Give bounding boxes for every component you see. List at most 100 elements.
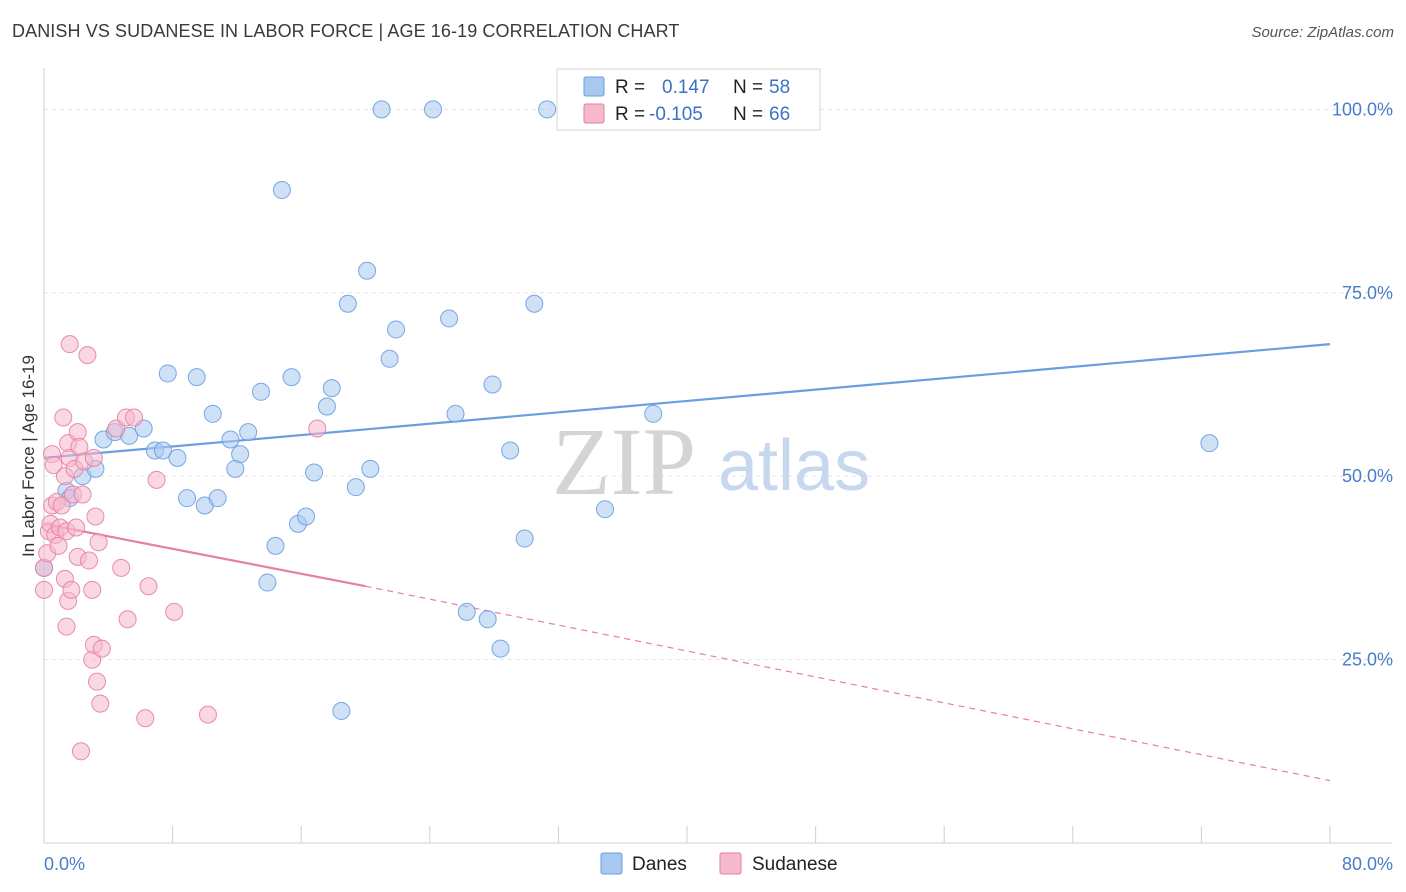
point-sudanese: [308, 419, 327, 438]
point-danes: [358, 261, 377, 280]
point-sudanese: [35, 580, 53, 599]
point-danes: [440, 309, 459, 328]
point-sudanese: [60, 335, 79, 354]
point-danes: [282, 368, 301, 387]
point-danes: [380, 349, 399, 368]
legend-r-value-danes: 0.147: [662, 77, 710, 98]
point-sudanese: [198, 705, 217, 724]
point-danes: [538, 100, 557, 119]
point-sudanese: [89, 533, 108, 552]
point-sudanese: [86, 507, 105, 526]
point-sudanese: [71, 742, 90, 761]
point-danes: [153, 441, 172, 460]
point-danes: [187, 368, 206, 387]
point-sudanese: [73, 485, 92, 504]
point-danes: [221, 430, 240, 449]
point-sudanese: [112, 558, 131, 577]
point-danes: [258, 573, 277, 592]
point-danes: [239, 423, 258, 442]
point-danes: [252, 382, 271, 401]
point-danes: [346, 478, 365, 497]
point-danes: [525, 294, 544, 313]
point-danes: [387, 320, 406, 339]
point-danes: [317, 397, 336, 416]
point-sudanese: [52, 496, 71, 515]
watermark-zip: ZIP: [552, 408, 696, 515]
point-sudanese: [118, 610, 137, 629]
legend-n-label: N =: [733, 104, 763, 125]
point-sudanese: [92, 639, 111, 658]
point-danes: [361, 459, 380, 478]
point-danes: [338, 294, 357, 313]
legend-r-label: R =: [615, 77, 645, 98]
point-sudanese: [49, 536, 68, 555]
legend-n-value-sudanese: 66: [769, 104, 790, 125]
legend-n-value-danes: 58: [769, 77, 790, 98]
legend-n-label: N =: [733, 77, 763, 98]
legend-swatch-sudanese: [583, 103, 605, 124]
x-tick-label: 80.0%: [1342, 854, 1393, 874]
watermark-atlas: atlas: [718, 426, 870, 506]
point-sudanese: [88, 672, 107, 691]
point-danes: [457, 602, 476, 621]
point-danes: [168, 448, 187, 467]
point-sudanese: [35, 558, 53, 577]
point-sudanese: [125, 408, 144, 427]
grid-lines: [44, 108, 1392, 661]
point-danes: [491, 639, 510, 658]
point-danes: [644, 404, 663, 423]
point-danes: [178, 489, 197, 508]
point-danes: [1200, 434, 1219, 453]
y-axis-title: In Labor Force | Age 16-19: [19, 355, 38, 557]
point-danes: [332, 701, 351, 720]
point-sudanese: [139, 577, 158, 596]
y-tick-label: 25.0%: [1342, 650, 1393, 670]
point-sudanese: [147, 470, 166, 489]
x-tick-labels: 0.0% 80.0%: [44, 854, 1393, 874]
point-danes: [478, 610, 497, 629]
legend-bottom-label-danes: Danes: [632, 854, 687, 875]
point-sudanese: [91, 694, 110, 713]
point-danes: [446, 404, 465, 423]
legend-bottom-swatch-sudanese: [719, 852, 742, 875]
point-danes: [424, 100, 443, 119]
y-tick-label: 50.0%: [1342, 466, 1393, 486]
trend-line-danes: [43, 343, 1331, 459]
legend-r-label: R =: [615, 104, 645, 125]
point-sudanese: [165, 602, 184, 621]
y-tick-label: 100.0%: [1332, 99, 1393, 119]
y-tick-label: 75.0%: [1342, 283, 1393, 303]
point-sudanese: [136, 709, 155, 728]
legend-swatch-danes: [583, 76, 605, 97]
point-sudanese: [57, 617, 76, 636]
point-danes: [266, 536, 285, 555]
point-danes: [372, 100, 391, 119]
point-sudanese: [54, 408, 73, 427]
point-danes: [203, 404, 222, 423]
trend-line-extrapolated-sudanese: [365, 585, 1331, 782]
point-danes: [322, 379, 341, 398]
point-sudanese: [44, 456, 63, 475]
point-danes: [297, 507, 316, 526]
legend-r-value-sudanese: -0.105: [649, 104, 703, 125]
legend-bottom-swatch-danes: [600, 852, 623, 875]
point-danes: [483, 375, 502, 394]
point-danes: [231, 445, 250, 464]
chart-title: DANISH VS SUDANESE IN LABOR FORCE | AGE …: [12, 21, 680, 41]
point-danes: [596, 500, 615, 519]
point-sudanese: [84, 448, 103, 467]
y-tick-labels: 25.0% 50.0% 75.0% 100.0%: [1332, 99, 1393, 669]
point-danes: [501, 441, 520, 460]
watermark: ZIP atlas: [552, 408, 870, 515]
chart-source: Source: ZipAtlas.com: [1251, 24, 1394, 41]
legend-bottom-label-sudanese: Sudanese: [752, 854, 838, 875]
point-danes: [305, 463, 324, 482]
x-tick-label: 0.0%: [44, 854, 85, 874]
point-sudanese: [83, 580, 102, 599]
point-danes: [158, 364, 177, 383]
point-sudanese: [80, 551, 99, 570]
legend-top: R = 0.147 N = 58 R = -0.105 N = 66: [556, 68, 821, 131]
data-points: [35, 100, 1219, 761]
point-sudanese: [78, 346, 97, 365]
